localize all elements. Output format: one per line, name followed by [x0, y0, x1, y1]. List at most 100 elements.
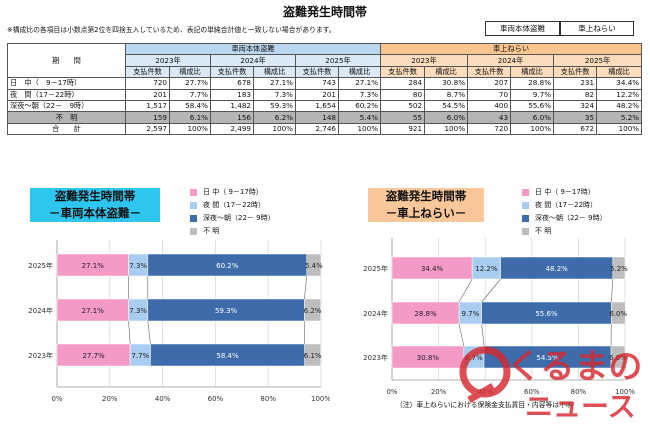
data-label: 6.1% [304, 352, 322, 360]
x-tick-label: 0% [386, 388, 397, 396]
table-cell: 30.8% [424, 77, 469, 90]
bar-segment [610, 345, 626, 369]
year-header: 2023年 [380, 54, 469, 67]
x-tick-label: 60% [208, 395, 224, 403]
table-cell: 54.5% [424, 99, 469, 113]
table-cell: 43 [467, 111, 512, 124]
x-tick-label: 100% [311, 395, 330, 403]
table-cell: 82 [553, 88, 598, 101]
sub-header: 構成比 [424, 65, 469, 79]
table-cell: 100% [337, 122, 382, 136]
table-cell: 720 [467, 122, 512, 136]
legend-label: 夜 間（17－22時） [535, 201, 598, 209]
x-tick-label: 0% [51, 395, 62, 403]
table-row: 深夜～朝（22－ 9時） 1,517 58.4% 1,482 59.3% 1,654 60.… [7, 99, 643, 113]
legend-label: 夜 間（17－22時） [203, 201, 266, 209]
year-header: 2024年 [210, 54, 296, 67]
data-label: 55.6% [535, 310, 558, 318]
table-cell: 720 [125, 77, 170, 90]
bar-segment [611, 301, 626, 325]
x-tick-label: 20% [102, 395, 118, 403]
connector-line [458, 278, 473, 303]
table-cell: 201 [125, 88, 170, 101]
table-cell: 148 [295, 111, 339, 124]
cargo-theft-chart: 0%20%40%60%80%100%2025年34.4%12.2%48.2%5.… [363, 238, 635, 396]
table-cell: 183 [210, 88, 254, 101]
connector-line [610, 278, 614, 303]
sub-header: 構成比 [510, 65, 555, 79]
data-label: 34.4% [421, 265, 444, 273]
table-cell: 60.2% [337, 99, 382, 113]
vehicle-chart-subtitle: －車両本体盗難－ [30, 205, 160, 222]
sub-header: 支払件数 [295, 65, 339, 79]
category-label: 2024年 [28, 306, 53, 315]
table-cell: 324 [553, 99, 598, 113]
bar-segment [304, 298, 321, 322]
table-cell: 5.4% [337, 111, 382, 124]
table-cell: 231 [553, 77, 598, 90]
legend-swatch [190, 228, 197, 235]
data-label: 12.2% [475, 265, 498, 273]
data-label: 27.1% [82, 307, 105, 315]
table-cell: 672 [553, 122, 598, 136]
table-cell: 7.3% [337, 88, 382, 101]
year-header: 2025年 [553, 54, 643, 67]
table-cell: 7.3% [253, 88, 296, 101]
data-label: 28.8% [414, 310, 437, 318]
table-cell: 27.7% [169, 77, 211, 90]
legend-item: 深夜～朝（22－ 9時） [522, 212, 607, 225]
group-header-cargo: 車上ねらい [380, 42, 643, 56]
legend-item: 不 明 [522, 225, 607, 238]
data-label: 27.7% [82, 352, 105, 360]
row-label: 夜 間（17－22時） [7, 88, 126, 101]
table-cell: 6.0% [424, 111, 469, 124]
table-row: 日 中（ 9－17時） 720 27.7% 678 27.1% 743 27.1% 284 30… [7, 77, 643, 90]
category-label: 2023年 [363, 353, 388, 362]
legend-item: 夜 間（17－22時） [190, 199, 275, 212]
table-cell: 28.8% [510, 77, 555, 90]
legend-swatch [522, 228, 529, 235]
table-cell: 100% [253, 122, 296, 136]
legend-label: 日 中（ 9－17時） [535, 188, 595, 196]
row-label: 合 計 [7, 122, 126, 136]
x-tick-label: 100% [615, 388, 635, 396]
cargo-chart-legend: 日 中（ 9－17時） 夜 間（17－22時） 深夜～朝（22－ 9時） 不 明 [522, 186, 607, 238]
table-cell: 48.2% [596, 99, 643, 113]
table-cell: 34.4% [596, 77, 643, 90]
x-tick-label: 60% [524, 388, 540, 396]
vehicle-chart-legend: 日 中（ 9－17時） 夜 間（17－22時） 深夜～朝（22－ 9時） 不 明 [190, 186, 275, 238]
connector-line [481, 323, 485, 347]
data-label: 7.7% [131, 352, 149, 360]
connector-line [304, 275, 308, 300]
table-cell: 1,517 [125, 99, 170, 113]
sub-header: 構成比 [169, 65, 211, 79]
data-table: 期 間 車両本体盗難 車上ねらい 2023年 2024年 2025年 2023年… [7, 42, 643, 136]
legend-box-cargo: 車上ねらい [560, 21, 634, 36]
note-text: ※構成比の各項目は小数点第2位を四捨五入しているため、表記の単純合計値と一致しな… [7, 26, 336, 34]
legend-swatch [190, 189, 197, 196]
table-cell: 921 [380, 122, 426, 136]
data-label: 59.3% [215, 307, 238, 315]
legend-swatch [190, 215, 197, 222]
vehicle-theft-chart: 0% 20% 40% 60% 80% 100% 2025年 27.1% 7.3% 60.2% 5.4… [28, 240, 330, 403]
table-cell: 284 [380, 77, 426, 90]
year-header: 2025年 [294, 54, 382, 67]
legend-item: 夜 間（17－22時） [522, 199, 607, 212]
legend-swatch [522, 202, 529, 209]
table-cell: 55.6% [510, 99, 555, 113]
x-tick-label: 20% [431, 388, 447, 396]
table-cell: 7.7% [169, 88, 211, 101]
bar-segment [304, 343, 321, 367]
vehicle-chart-title: 盗難発生時間帯 [30, 188, 160, 205]
data-label: 9.7% [462, 310, 480, 318]
legend-item: 日 中（ 9－17時） [522, 186, 607, 199]
data-label: 7.3% [129, 262, 147, 270]
table-cell: 5.2% [596, 111, 643, 124]
footnote: （注）車上ねらいにおける保険金支払貨目・内容等は不明 [396, 401, 573, 409]
cargo-chart-title-box: 盗難発生時間帯 －車上ねらい－ [368, 188, 484, 224]
sub-header: 支払件数 [380, 65, 426, 79]
year-header: 2024年 [467, 54, 555, 67]
sub-header: 支払件数 [467, 65, 512, 79]
table-cell: 70 [467, 88, 512, 101]
legend-label: 不 明 [203, 227, 220, 235]
